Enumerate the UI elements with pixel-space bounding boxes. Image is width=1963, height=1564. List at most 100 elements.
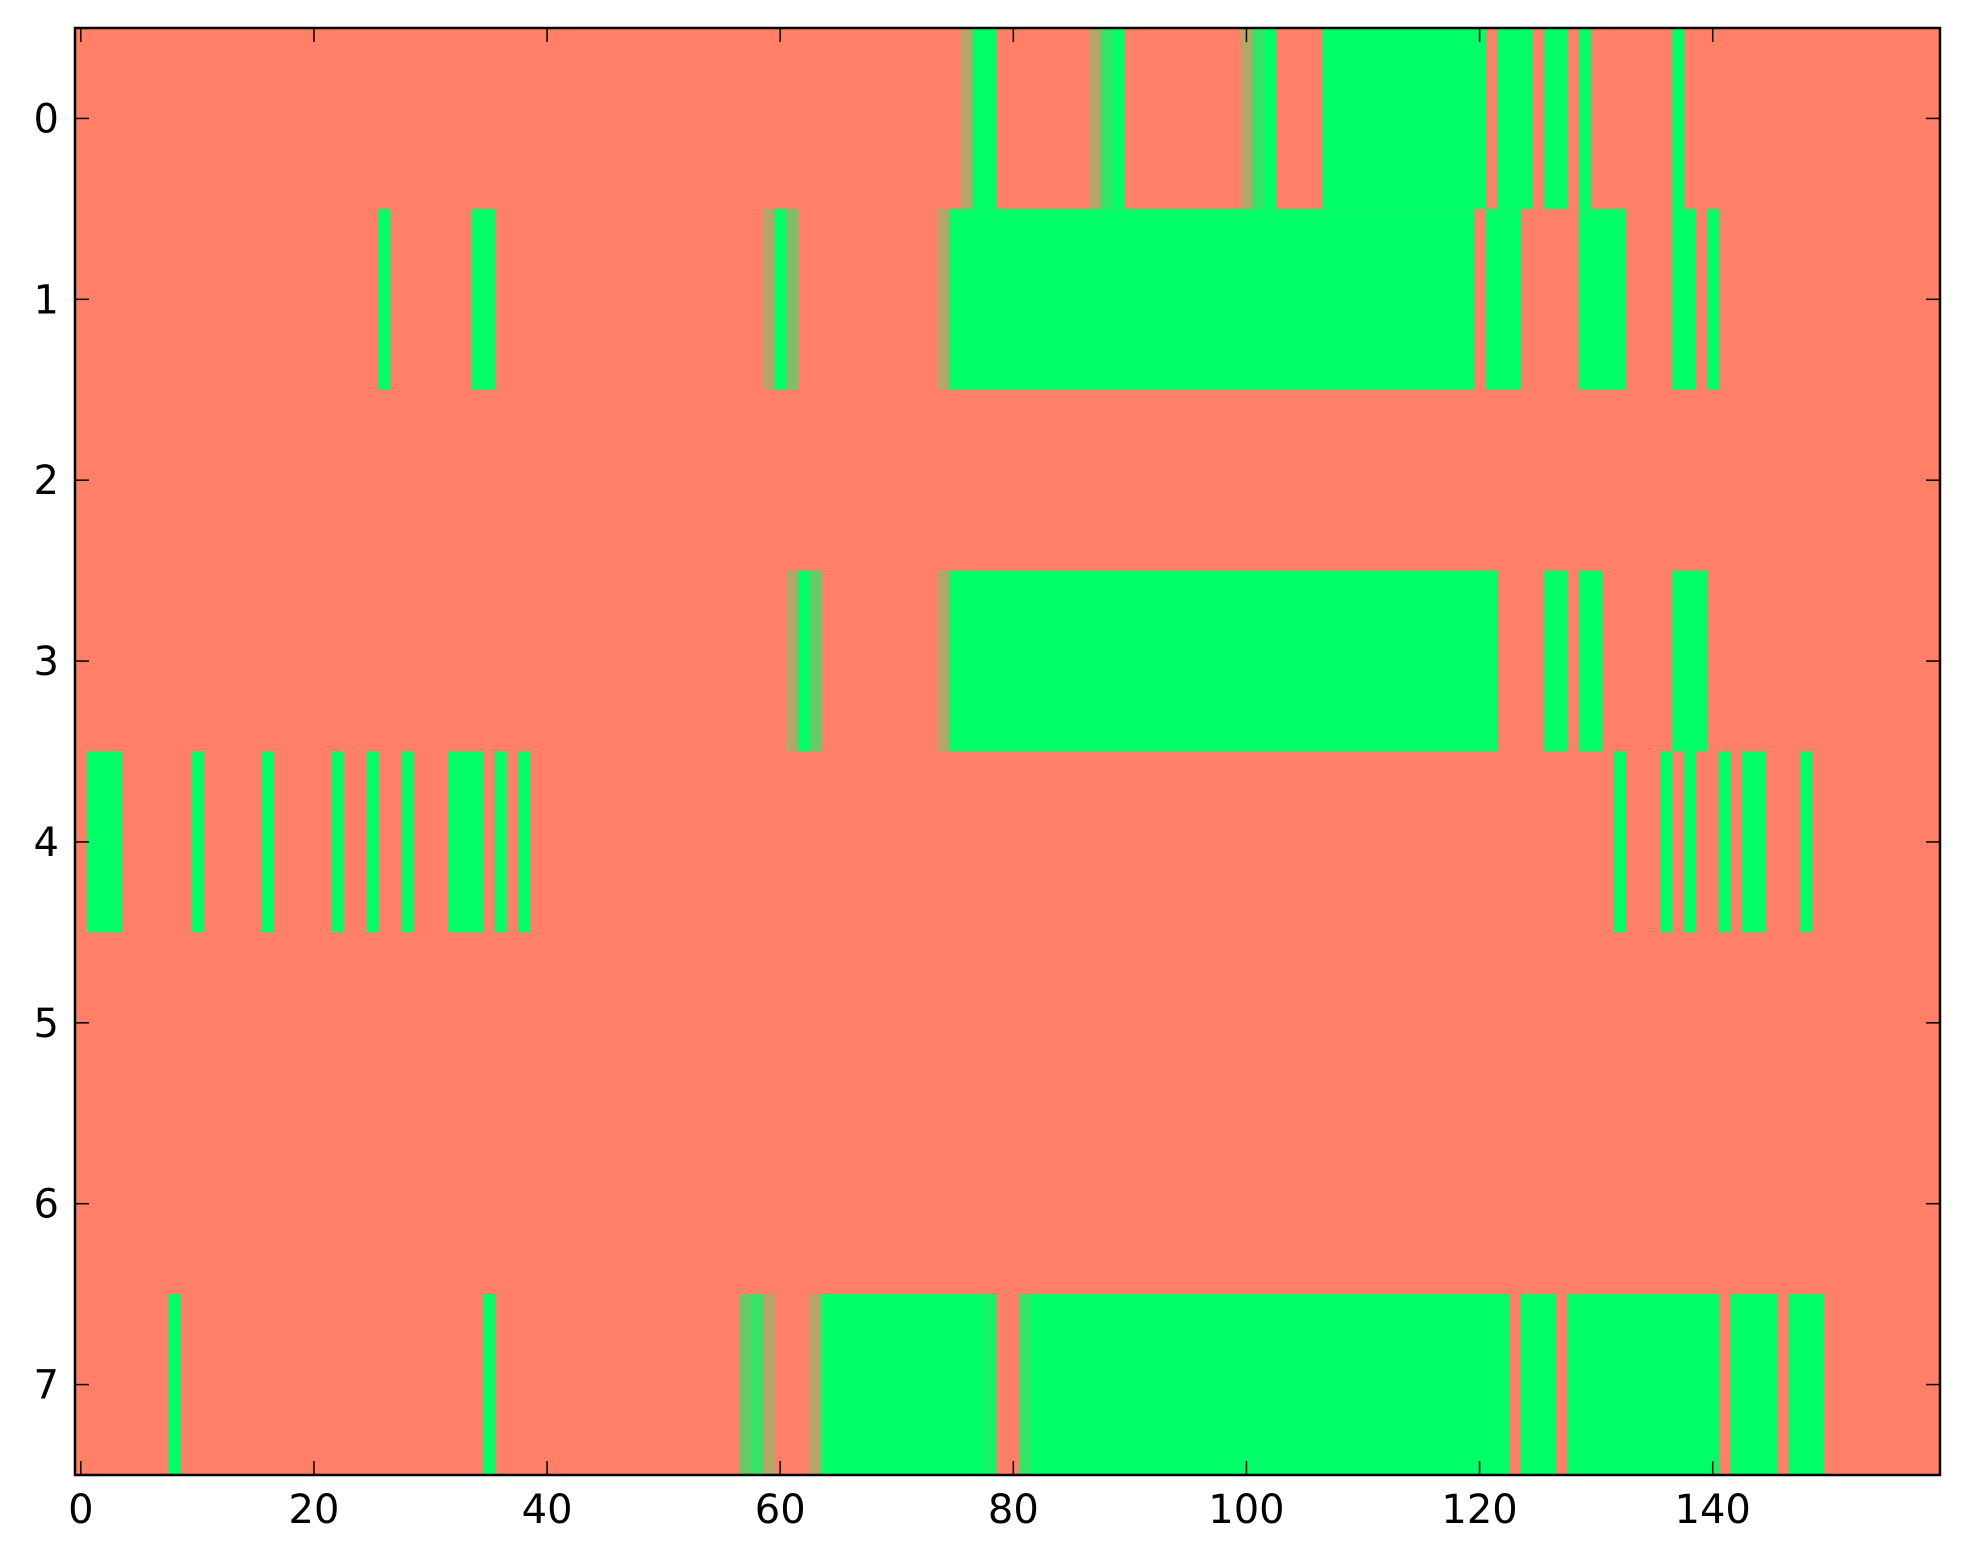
heatmap-cell: [937, 208, 950, 390]
heatmap-cell: [1462, 570, 1475, 752]
y-tick-label: 6: [34, 1182, 59, 1228]
heatmap-cell: [1613, 1294, 1626, 1476]
heatmap-cell: [1427, 1294, 1440, 1476]
heatmap-cell: [1089, 208, 1102, 390]
y-tick-label: 7: [34, 1363, 59, 1409]
y-tick-label: 3: [34, 639, 59, 685]
heatmap-cell: [1450, 28, 1463, 209]
heatmap-cell: [786, 208, 799, 390]
x-tick-label: 120: [1441, 1487, 1517, 1533]
heatmap-cell: [1322, 208, 1335, 390]
heatmap-cell: [1473, 570, 1487, 752]
heatmap-cell: [1345, 1294, 1358, 1476]
heatmap-cell: [890, 1294, 904, 1476]
heatmap-cell: [821, 1294, 834, 1476]
heatmap-cell: [1194, 570, 1207, 752]
x-tick-label: 100: [1208, 1487, 1284, 1533]
heatmap-cell: [972, 1294, 985, 1476]
heatmap-cell: [902, 1294, 915, 1476]
heatmap-cell: [1403, 208, 1417, 390]
heatmap-cell: [1182, 208, 1195, 390]
heatmap-cell: [1217, 1294, 1230, 1476]
x-tick-label: 80: [988, 1487, 1039, 1533]
heatmap-cell: [378, 208, 391, 390]
heatmap-cell: [1706, 1294, 1720, 1476]
heatmap-cell: [1765, 1294, 1778, 1476]
heatmap-cell: [1205, 570, 1218, 752]
heatmap-cell: [1660, 751, 1673, 933]
heatmap-cell: [1042, 1294, 1055, 1476]
heatmap-cell: [1135, 570, 1148, 752]
heatmap-cell: [879, 1294, 892, 1476]
plot-frame: [73, 26, 1942, 1477]
heatmap-cell: [972, 28, 985, 209]
x-tick-label: 20: [289, 1487, 340, 1533]
heatmap-cell: [1485, 1294, 1498, 1476]
heatmap-cell: [1042, 208, 1055, 390]
heatmap-cell: [1380, 208, 1393, 390]
heatmap-cell: [1438, 1294, 1452, 1476]
heatmap-cell: [1648, 1294, 1661, 1476]
heatmap-cell: [1543, 28, 1556, 209]
heatmap-cell: [1170, 208, 1183, 390]
heatmap-cell: [1368, 570, 1382, 752]
heatmap-cells: [86, 28, 1825, 1476]
heatmap-cell: [1205, 208, 1218, 390]
y-tick-label: 2: [34, 458, 59, 504]
heatmap-cell: [1438, 28, 1452, 209]
heatmap-cell: [1555, 570, 1568, 752]
heatmap-cell: [168, 1294, 181, 1476]
heatmap-cell: [1240, 208, 1253, 390]
heatmap-cell: [1590, 208, 1603, 390]
heatmap-cell: [1438, 570, 1452, 752]
heatmap-cell: [1450, 1294, 1463, 1476]
heatmap-cell: [1625, 1294, 1638, 1476]
heatmap-cell: [1450, 208, 1463, 390]
heatmap-cell: [1030, 1294, 1044, 1476]
heatmap-cell: [1100, 28, 1114, 209]
heatmap-cell: [1030, 570, 1044, 752]
heatmap-cell: [1124, 1294, 1137, 1476]
heatmap-cell: [1520, 1294, 1533, 1476]
heatmap-cell: [949, 208, 962, 390]
heatmap-cell: [1392, 28, 1405, 209]
heatmap-cell: [86, 751, 99, 933]
heatmap-cell: [1159, 570, 1172, 752]
heatmap-cell: [482, 208, 496, 390]
heatmap-cell: [1263, 570, 1277, 752]
heatmap-cell: [1170, 570, 1183, 752]
heatmap-cell: [960, 570, 974, 752]
heatmap-cell: [984, 208, 997, 390]
heatmap-cell: [984, 28, 997, 209]
heatmap-cell: [1147, 570, 1160, 752]
heatmap-cell: [1310, 570, 1323, 752]
heatmap-cell: [1065, 1294, 1079, 1476]
heatmap-cell: [1240, 1294, 1253, 1476]
heatmap-cell: [984, 1294, 997, 1476]
heatmap-cell: [1135, 1294, 1148, 1476]
heatmap-cell: [1100, 208, 1114, 390]
heatmap-cell: [1112, 570, 1125, 752]
heatmap-cell: [1753, 751, 1766, 933]
heatmap-cell: [1054, 1294, 1067, 1476]
heatmap-cell: [1450, 570, 1463, 752]
heatmap-cell: [1706, 208, 1720, 390]
heatmap-cell: [1380, 570, 1393, 752]
heatmap-cell: [1182, 570, 1195, 752]
heatmap-cell: [1194, 208, 1207, 390]
heatmap-cell: [1170, 1294, 1183, 1476]
heatmap-cell: [1520, 28, 1533, 209]
heatmap-cell: [1205, 1294, 1218, 1476]
heatmap-cell: [1228, 208, 1242, 390]
heatmap-cell: [471, 208, 484, 390]
heatmap-cell: [1333, 1294, 1347, 1476]
heatmap-cell: [937, 1294, 950, 1476]
heatmap-cell: [1660, 1294, 1673, 1476]
heatmap-cell: [844, 1294, 857, 1476]
heatmap-cell: [1485, 570, 1498, 752]
heatmap-cell: [1578, 1294, 1591, 1476]
heatmap-cell: [1217, 570, 1230, 752]
heatmap-cell: [1415, 1294, 1428, 1476]
heatmap-cell: [448, 751, 461, 933]
